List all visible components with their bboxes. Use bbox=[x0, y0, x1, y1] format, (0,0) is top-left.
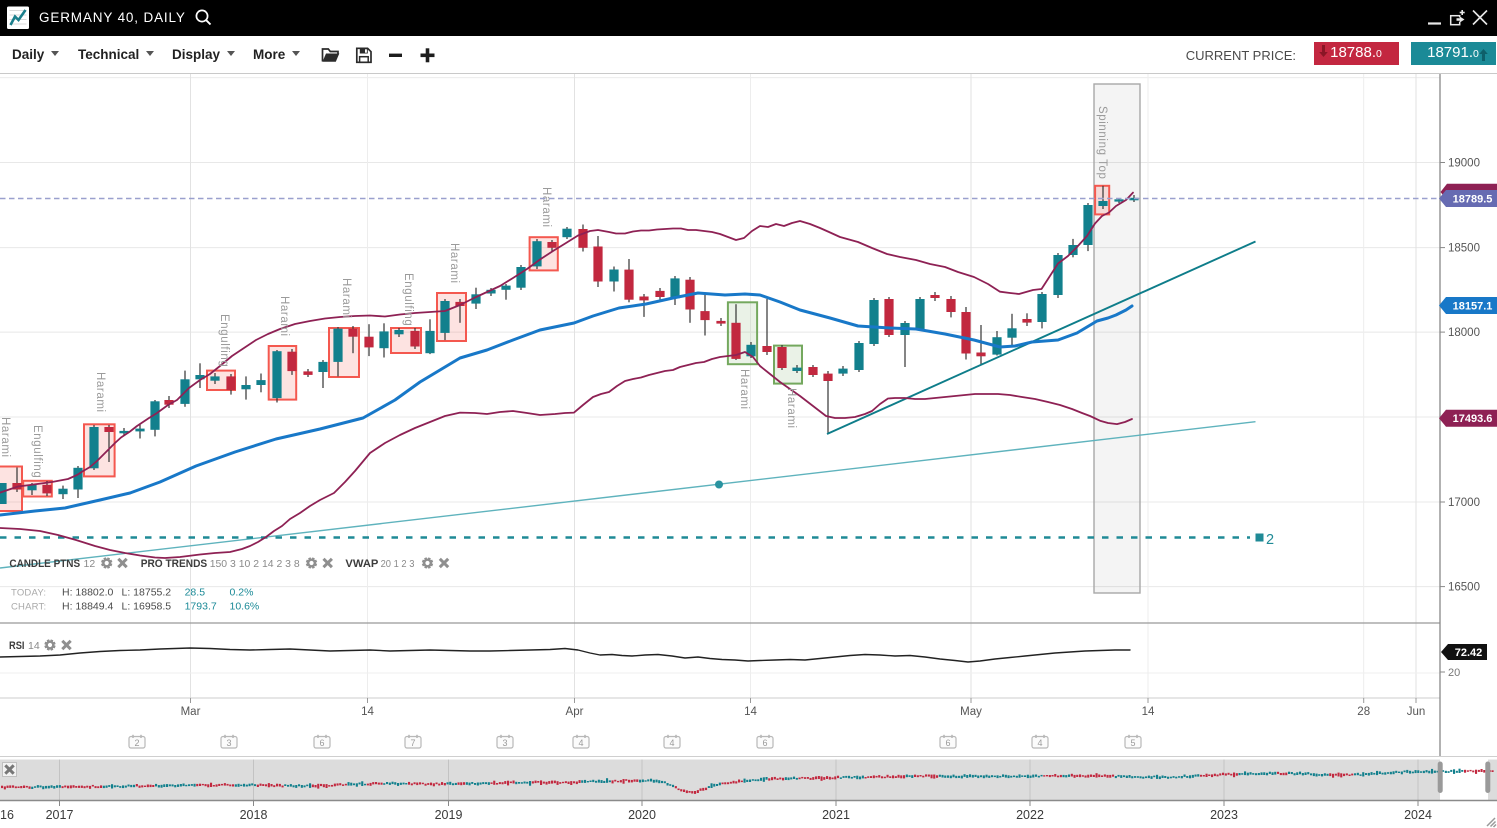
svg-text:14: 14 bbox=[1142, 706, 1155, 718]
svg-text:18000: 18000 bbox=[1448, 327, 1480, 339]
svg-text:1793.7: 1793.7 bbox=[185, 601, 217, 613]
svg-text:Harami: Harami bbox=[94, 372, 106, 413]
svg-text:2: 2 bbox=[134, 738, 139, 748]
svg-text:Harami: Harami bbox=[340, 278, 352, 319]
svg-text:Harami: Harami bbox=[785, 388, 797, 429]
svg-text:28: 28 bbox=[1357, 706, 1370, 718]
svg-text:14: 14 bbox=[361, 706, 374, 718]
svg-text:16: 16 bbox=[0, 808, 14, 822]
svg-text:5: 5 bbox=[1130, 738, 1135, 748]
svg-text:Engulfing: Engulfing bbox=[31, 425, 43, 478]
svg-text:3: 3 bbox=[502, 738, 507, 748]
svg-text:150 3 10 2 14 2 3 8: 150 3 10 2 14 2 3 8 bbox=[210, 558, 300, 570]
svg-text:6: 6 bbox=[945, 738, 950, 748]
svg-text:3: 3 bbox=[226, 738, 231, 748]
svg-text:H: 18849.4: H: 18849.4 bbox=[62, 601, 114, 613]
svg-text:Harami: Harami bbox=[0, 417, 11, 458]
svg-text:6: 6 bbox=[319, 738, 324, 748]
svg-text:Spinning Top: Spinning Top bbox=[1096, 106, 1108, 180]
svg-text:17000: 17000 bbox=[1448, 497, 1480, 509]
svg-text:Engulfing: Engulfing bbox=[402, 273, 414, 326]
svg-text:14: 14 bbox=[28, 640, 40, 652]
svg-text:18789.5: 18789.5 bbox=[1453, 193, 1493, 205]
svg-text:VWAP: VWAP bbox=[345, 558, 378, 570]
svg-text:L: 16958.5: L: 16958.5 bbox=[122, 601, 172, 613]
svg-text:17493.6: 17493.6 bbox=[1453, 413, 1493, 425]
svg-text:PRO TRENDS: PRO TRENDS bbox=[141, 558, 208, 570]
svg-text:CHART:: CHART: bbox=[11, 602, 46, 613]
svg-text:14: 14 bbox=[744, 706, 757, 718]
svg-text:72.42: 72.42 bbox=[1455, 647, 1483, 659]
svg-text:2022: 2022 bbox=[1016, 808, 1044, 822]
svg-text:Harami: Harami bbox=[540, 187, 552, 228]
svg-text:20 1 2 3: 20 1 2 3 bbox=[381, 558, 415, 570]
svg-text:18157.1: 18157.1 bbox=[1453, 300, 1493, 312]
svg-text:L: 18755.2: L: 18755.2 bbox=[122, 587, 172, 599]
svg-text:Harami: Harami bbox=[278, 296, 290, 337]
svg-text:Apr: Apr bbox=[566, 706, 584, 718]
svg-text:2024: 2024 bbox=[1404, 808, 1432, 822]
svg-text:May: May bbox=[960, 706, 982, 718]
svg-text:2021: 2021 bbox=[822, 808, 850, 822]
svg-text:2018: 2018 bbox=[240, 808, 268, 822]
svg-text:4: 4 bbox=[578, 738, 583, 748]
svg-text:2: 2 bbox=[1266, 532, 1274, 548]
svg-text:CANDLE PTNS: CANDLE PTNS bbox=[9, 558, 80, 570]
svg-text:2020: 2020 bbox=[628, 808, 656, 822]
svg-text:20: 20 bbox=[1448, 667, 1460, 679]
svg-text:Harami: Harami bbox=[738, 369, 750, 410]
svg-text:7: 7 bbox=[410, 738, 415, 748]
svg-text:28.5: 28.5 bbox=[185, 587, 206, 599]
svg-text:0.2%: 0.2% bbox=[230, 587, 254, 599]
svg-text:RSI: RSI bbox=[9, 640, 25, 652]
svg-text:6: 6 bbox=[762, 738, 767, 748]
svg-text:10.6%: 10.6% bbox=[230, 601, 260, 613]
svg-text:2023: 2023 bbox=[1210, 808, 1238, 822]
svg-text:4: 4 bbox=[1037, 738, 1042, 748]
svg-text:12: 12 bbox=[84, 558, 96, 570]
svg-text:2017: 2017 bbox=[46, 808, 74, 822]
svg-text:Harami: Harami bbox=[448, 243, 460, 284]
svg-text:H: 18802.0: H: 18802.0 bbox=[62, 587, 114, 599]
svg-text:2019: 2019 bbox=[435, 808, 463, 822]
svg-text:16500: 16500 bbox=[1448, 582, 1480, 594]
svg-text:18500: 18500 bbox=[1448, 243, 1480, 255]
svg-text:Jun: Jun bbox=[1407, 706, 1426, 718]
svg-text:TODAY:: TODAY: bbox=[11, 588, 46, 599]
svg-text:Mar: Mar bbox=[181, 706, 201, 718]
svg-text:19000: 19000 bbox=[1448, 158, 1480, 170]
svg-text:Engulfing: Engulfing bbox=[218, 314, 230, 367]
svg-text:4: 4 bbox=[669, 738, 674, 748]
